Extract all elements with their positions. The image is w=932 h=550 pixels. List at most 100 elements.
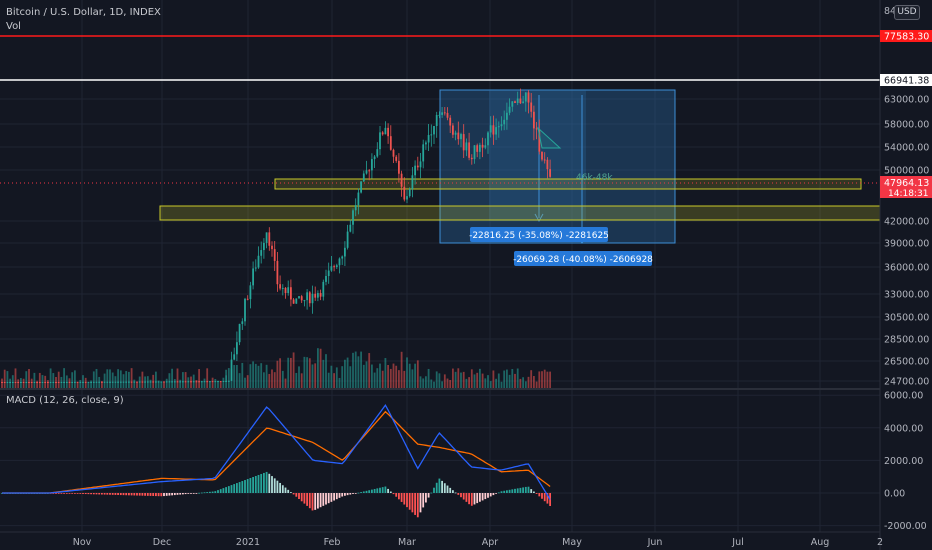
volume-bar: [30, 378, 33, 388]
histogram-bar: [408, 493, 411, 510]
histogram-bar: [111, 493, 114, 495]
candle-body: [308, 292, 311, 304]
histogram-bar: [454, 492, 457, 494]
volume-bar: [376, 368, 379, 388]
candle-body: [114, 381, 117, 383]
histogram-bar: [335, 493, 338, 500]
candle-body: [433, 126, 435, 135]
histogram-bar: [225, 487, 227, 493]
volume-bar: [341, 366, 344, 388]
histogram-bar: [330, 493, 333, 502]
current-price-bg: [880, 176, 932, 198]
candle-body: [92, 381, 95, 383]
histogram-bar: [130, 493, 133, 496]
histogram-bar: [422, 493, 425, 508]
volume-bar: [1, 378, 3, 388]
histogram-bar: [114, 493, 117, 495]
volume-bar: [387, 364, 389, 388]
histogram-bar: [362, 491, 365, 493]
histogram-bar: [465, 493, 468, 502]
histogram-bar: [495, 493, 497, 494]
candle-body: [136, 381, 138, 383]
candle-body: [290, 287, 292, 300]
signal-line: [2, 410, 551, 494]
candle-body: [106, 381, 109, 383]
histogram-bar: [152, 493, 155, 497]
histogram-bar: [492, 493, 495, 496]
volume-bar: [535, 381, 538, 388]
measure-label-2: -26069.28 (-40.08%) -2606928: [513, 255, 653, 265]
price-candles: [1, 88, 551, 383]
histogram-bar: [403, 493, 406, 505]
volume-bar: [276, 360, 279, 388]
candle-body: [173, 381, 176, 383]
candle-body: [273, 249, 276, 261]
grid-lines: [0, 0, 881, 532]
histogram-bar: [60, 493, 63, 494]
histogram-bar: [171, 493, 173, 496]
volume-bar: [71, 372, 74, 388]
candle-body: [257, 255, 260, 268]
macd-tick-label: 0.00: [884, 489, 905, 500]
histogram-bar: [338, 493, 341, 498]
candle-body: [9, 381, 11, 383]
volume-bar: [111, 372, 114, 388]
candle-body: [233, 354, 236, 360]
volume-bar: [252, 361, 254, 388]
histogram-bar: [84, 493, 87, 495]
histogram-bar: [260, 473, 263, 493]
histogram-bar: [522, 487, 524, 493]
histogram-bar: [295, 493, 298, 497]
volume-bar: [257, 365, 260, 388]
macd-line: [2, 404, 551, 500]
measure-label-2-bg: [514, 251, 652, 266]
volume-bar: [22, 378, 25, 388]
volume-bar: [389, 368, 392, 388]
volume-bar: [273, 372, 276, 388]
volume-bar: [198, 369, 200, 388]
candle-body: [508, 106, 511, 113]
candle-body: [276, 260, 279, 285]
candle-body: [527, 92, 530, 103]
volume-bar: [90, 380, 92, 388]
support-zones: [159, 178, 881, 221]
histogram-bar: [138, 493, 141, 496]
volume-bar: [298, 366, 300, 388]
candle-body: [341, 256, 344, 259]
candle-body: [411, 175, 414, 189]
histogram-bar: [254, 475, 257, 493]
currency-badge[interactable]: USD: [894, 5, 920, 20]
volume-bar: [465, 378, 468, 388]
price-tick-label: 54000.00: [884, 143, 929, 154]
candle-body: [249, 285, 252, 300]
candle-body: [198, 381, 200, 383]
candle-body: [187, 381, 190, 383]
histogram-bar: [419, 493, 422, 513]
candle-body: [430, 134, 433, 136]
candle-body: [438, 114, 441, 116]
volume-bar: [392, 363, 395, 388]
candle-body: [352, 210, 354, 225]
candle-body: [533, 111, 535, 129]
candle-body: [111, 381, 114, 383]
candle-body: [387, 127, 389, 137]
histogram-bar: [479, 493, 481, 502]
volume-bar: [184, 372, 187, 388]
volume-bar: [476, 372, 479, 388]
histogram-bar: [484, 493, 487, 500]
zone-lower: [159, 205, 881, 221]
volume-bar: [381, 370, 384, 388]
volume-bar: [14, 368, 17, 388]
histogram-bar: [346, 493, 349, 496]
time-tick-label: Dec: [153, 537, 171, 548]
volume-bar: [149, 379, 152, 388]
histogram-bar: [257, 474, 260, 493]
candle-body: [452, 125, 454, 135]
price-tick-label: 84: [884, 6, 896, 17]
time-tick-label: May: [562, 537, 582, 548]
volume-bar: [524, 381, 527, 388]
volume-bar: [311, 364, 314, 388]
volume-bar: [287, 357, 290, 388]
volume-bar: [541, 371, 543, 388]
